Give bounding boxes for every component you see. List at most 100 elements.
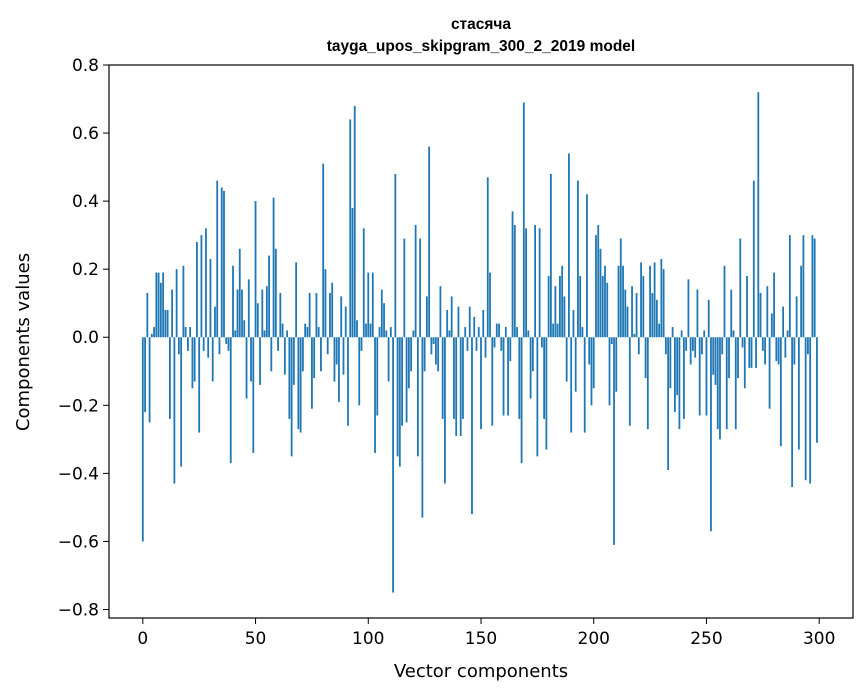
y-tick-label: 0.6 bbox=[72, 124, 99, 144]
bar bbox=[146, 293, 149, 338]
bar bbox=[759, 293, 762, 338]
bar bbox=[527, 330, 530, 338]
bar bbox=[795, 296, 798, 338]
bar bbox=[329, 293, 331, 338]
bar bbox=[196, 241, 198, 338]
bar bbox=[653, 262, 656, 338]
bar bbox=[491, 337, 494, 426]
bar bbox=[468, 306, 471, 338]
bar bbox=[622, 265, 624, 338]
bar bbox=[180, 337, 183, 467]
bar bbox=[680, 330, 683, 338]
bar bbox=[565, 337, 568, 382]
bar bbox=[592, 337, 595, 389]
bar bbox=[809, 337, 812, 484]
bar bbox=[728, 337, 730, 379]
bar bbox=[606, 282, 609, 338]
bar bbox=[779, 337, 782, 447]
bar bbox=[252, 337, 255, 453]
bar bbox=[692, 337, 694, 351]
bar bbox=[198, 337, 201, 433]
bar bbox=[211, 337, 214, 382]
bar bbox=[545, 337, 548, 450]
bar bbox=[547, 275, 550, 338]
bar bbox=[489, 272, 491, 338]
bar bbox=[475, 337, 478, 351]
bar bbox=[599, 248, 602, 338]
bar bbox=[669, 337, 672, 389]
bar bbox=[446, 310, 449, 338]
bar bbox=[437, 337, 440, 372]
bar bbox=[223, 190, 225, 338]
bar bbox=[529, 337, 532, 399]
bar bbox=[525, 228, 527, 338]
bar bbox=[655, 299, 658, 338]
bar bbox=[218, 337, 221, 355]
bar bbox=[752, 180, 755, 338]
bar bbox=[349, 119, 352, 338]
bar bbox=[601, 275, 604, 338]
bar bbox=[259, 337, 261, 385]
bar bbox=[241, 289, 243, 338]
bar bbox=[277, 337, 279, 351]
bar bbox=[398, 337, 401, 467]
bar bbox=[202, 337, 205, 351]
bar bbox=[811, 235, 814, 338]
bar bbox=[813, 238, 816, 338]
bar bbox=[658, 323, 661, 338]
bar bbox=[256, 303, 259, 338]
bar bbox=[444, 337, 446, 484]
bar bbox=[755, 337, 757, 368]
bar bbox=[536, 337, 539, 457]
y-tick-label: −0.2 bbox=[58, 396, 99, 416]
bar bbox=[628, 337, 631, 426]
bar bbox=[292, 337, 295, 385]
bar bbox=[559, 275, 561, 338]
bar bbox=[498, 323, 500, 338]
bar bbox=[150, 333, 153, 338]
bar bbox=[637, 337, 640, 355]
bar bbox=[421, 337, 424, 518]
bar bbox=[326, 337, 329, 355]
bar bbox=[247, 279, 250, 338]
bar bbox=[272, 197, 275, 338]
bar bbox=[164, 310, 167, 338]
bar bbox=[761, 337, 764, 351]
bar bbox=[141, 337, 144, 542]
bar bbox=[664, 337, 667, 355]
bar bbox=[369, 323, 372, 338]
x-tick-label: 100 bbox=[352, 629, 384, 649]
chart-subtitle: tayga_upos_skipgram_300_2_2019 model bbox=[327, 38, 635, 55]
x-tick-label: 0 bbox=[137, 629, 148, 649]
bar bbox=[768, 337, 771, 409]
bar bbox=[288, 337, 291, 419]
bar bbox=[757, 92, 760, 338]
bar bbox=[671, 327, 674, 338]
bar bbox=[425, 296, 428, 338]
bar bbox=[353, 105, 356, 338]
bar bbox=[543, 337, 546, 419]
bar bbox=[520, 337, 523, 464]
y-tick-label: −0.6 bbox=[58, 532, 99, 552]
bar bbox=[804, 337, 807, 481]
bar bbox=[540, 337, 543, 348]
bar bbox=[283, 337, 286, 375]
bar bbox=[484, 337, 487, 358]
bar bbox=[626, 306, 629, 338]
bar bbox=[360, 337, 363, 351]
bar bbox=[367, 272, 370, 338]
bar bbox=[182, 265, 185, 338]
bar bbox=[707, 299, 710, 338]
x-tick-label: 50 bbox=[245, 629, 267, 649]
bar bbox=[588, 337, 591, 365]
bar bbox=[640, 262, 642, 338]
bar bbox=[290, 337, 293, 457]
bar bbox=[301, 337, 304, 372]
bar bbox=[245, 337, 248, 399]
bar bbox=[741, 337, 744, 348]
x-tick-label: 300 bbox=[803, 629, 835, 649]
bar bbox=[419, 238, 422, 338]
bar bbox=[232, 265, 234, 338]
y-axis-label: Components values bbox=[13, 253, 34, 431]
bar bbox=[766, 286, 769, 338]
